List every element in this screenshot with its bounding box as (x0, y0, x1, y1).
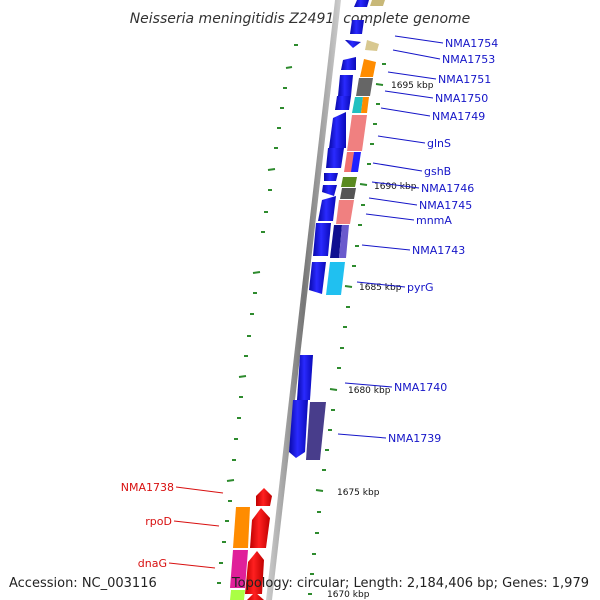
outer-gc-ring (217, 44, 298, 584)
cds-arrow (250, 508, 270, 548)
cds-box (361, 97, 369, 113)
cds-box (360, 59, 376, 77)
kbp-label: 1695 kbp (391, 81, 434, 91)
cds-arrow (247, 592, 264, 600)
cds-arrow (324, 173, 338, 181)
gene-label[interactable]: NMA1750 (435, 92, 488, 105)
cds-box (326, 262, 345, 295)
cds-box (351, 152, 361, 172)
cds-track-reverse (306, 0, 385, 460)
cds-box (340, 188, 356, 199)
kbp-label: 1685 kbp (359, 283, 402, 293)
cds-arrow (318, 196, 336, 221)
cds-box (330, 225, 342, 258)
gene-label[interactable]: NMA1738 (121, 481, 174, 494)
gene-label[interactable]: NMA1743 (412, 244, 465, 257)
cds-arrow (345, 40, 361, 48)
gene-label[interactable]: dnaG (138, 557, 167, 570)
genome-title: Neisseria meningitidis Z2491, complete g… (130, 11, 471, 27)
cds-track-forward (289, 0, 369, 458)
cds-arrow (335, 96, 351, 110)
cds-box (344, 152, 354, 172)
cds-box (347, 115, 367, 151)
inner-tick-ring (308, 63, 386, 595)
accession-text: Accession: NC_003116 (9, 576, 157, 591)
cds-arrow (322, 185, 337, 196)
cds-arrow (326, 148, 344, 168)
cds-arrow (341, 57, 356, 70)
topology-text: Topology: circular; Length: 2,184,406 bp… (231, 576, 589, 591)
gene-label[interactable]: NMA1740 (394, 381, 447, 394)
gene-labels-left: NMA1738 rpoD dnaG (121, 481, 224, 570)
kbp-label: 1680 kbp (348, 386, 391, 396)
kbp-label: 1675 kbp (337, 488, 380, 498)
gene-label[interactable]: mnmA (416, 214, 452, 227)
gene-label[interactable]: NMA1749 (432, 110, 485, 123)
cds-box (230, 590, 245, 600)
cds-box (233, 507, 250, 548)
gene-label[interactable]: NMA1753 (442, 53, 495, 66)
gene-label[interactable]: NMA1739 (388, 432, 441, 445)
cds-arrow (245, 551, 264, 594)
cds-arrow (350, 20, 364, 34)
kbp-label: 1670 kbp (327, 590, 370, 600)
gene-labels-right: NMA1754 NMA1753 NMA1751 NMA1750 NMA1749 … (337, 35, 498, 445)
gene-label[interactable]: NMA1746 (421, 182, 474, 195)
cds-track-left (230, 488, 272, 600)
cds-arrow (289, 400, 308, 458)
cds-box (336, 200, 354, 224)
kbp-scale: 1695 kbp 1690 kbp 1685 kbp 1680 kbp 1675… (327, 81, 434, 600)
cds-box (230, 550, 248, 588)
cds-arrow (338, 75, 353, 96)
cds-arrow (329, 112, 346, 148)
gene-label[interactable]: pyrG (407, 281, 434, 294)
cds-box (341, 177, 357, 187)
cds-box (365, 40, 379, 51)
cds-box (352, 97, 363, 113)
gene-label[interactable]: NMA1751 (438, 73, 491, 86)
gene-label[interactable]: glnS (427, 137, 451, 150)
gene-label[interactable]: NMA1754 (445, 37, 498, 50)
gene-label[interactable]: rpoD (145, 515, 172, 528)
kbp-label: 1690 kbp (374, 182, 417, 192)
gene-label[interactable]: NMA1745 (419, 199, 472, 212)
cds-box (306, 402, 326, 460)
cds-arrow (297, 355, 313, 400)
cds-box (370, 0, 385, 6)
cds-box (339, 225, 349, 258)
cds-arrow (354, 0, 369, 7)
gene-label[interactable]: gshB (424, 165, 451, 178)
genome-backbone (266, 0, 341, 600)
cds-arrow (313, 223, 331, 256)
cds-arrow (256, 488, 272, 506)
cds-box (356, 78, 373, 96)
cds-arrow (309, 262, 326, 294)
